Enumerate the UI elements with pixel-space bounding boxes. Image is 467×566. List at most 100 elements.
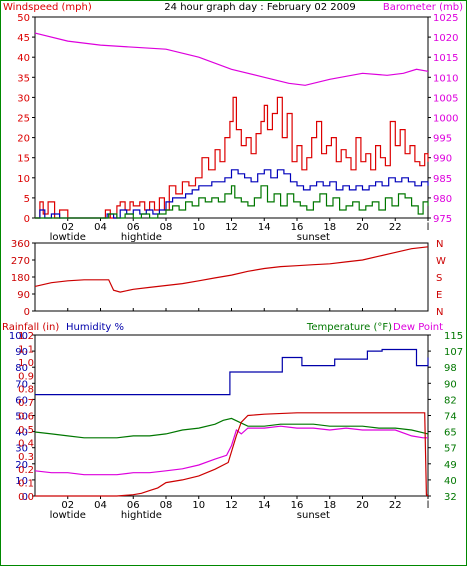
hour-tick-label: 22 (389, 222, 402, 233)
temperature-tick-label: 98 (444, 363, 457, 374)
hour-tick-label: 04 (94, 500, 107, 511)
temperature-axis-label: Temperature (°F) (306, 322, 392, 333)
rainfall-axis-label: Rainfall (in) (2, 322, 59, 333)
humidity-tick-label: 100 (9, 331, 28, 342)
rainfall-tick-label: 1.1 (18, 344, 34, 355)
direction-tick-label: 90 (17, 290, 30, 301)
hour-tick-label: 16 (291, 500, 304, 511)
compass-tick-label: N (436, 307, 443, 318)
hour-tick-label: 08 (160, 500, 173, 511)
panel1-title: 24 hour graph day : February 02 2009 (164, 2, 355, 13)
humidity-tick-label: 60 (15, 395, 28, 406)
rainfall-tick-label: 1.0 (18, 358, 34, 369)
barometer-tick-label: 985 (433, 174, 452, 185)
dew-point-line (34, 425, 428, 476)
compass-tick-label: W (436, 256, 446, 267)
rainfall-tick-label: 1.2 (18, 331, 34, 342)
tide-sun-annotation: sunset (297, 510, 330, 521)
humidity-line (35, 348, 429, 396)
humidity-tick-label: 10 (15, 476, 28, 487)
direction-tick-label: 0 (24, 307, 30, 318)
temperature-ticks: 32 40 49 57 65 74 82 90 98 107 115 (428, 331, 463, 503)
humidity-tick-label: 80 (15, 363, 28, 374)
compass-tick-label: S (436, 273, 442, 284)
hour-tick-label: 06 (127, 500, 140, 511)
panel3-series (34, 348, 429, 497)
rainfall-tick-label: 0.2 (18, 465, 34, 476)
humidity-tick-label: 90 (15, 347, 28, 358)
hour-tick-label: 12 (225, 222, 238, 233)
humidity-tick-label: 30 (15, 444, 28, 455)
barometer-tick-label: 1005 (433, 93, 458, 104)
humidity-ticks: 0 10 20 30 40 50 60 70 80 90 100 (9, 331, 35, 503)
dewpoint-axis-label: Dew Point (393, 322, 443, 333)
rainfall-tick-label: 0.1 (18, 479, 34, 490)
humidity-tick-label: 50 (15, 412, 28, 423)
tide-sun-annotation: hightide (121, 510, 162, 521)
rainfall-tick-label: 0.9 (18, 371, 34, 382)
windspeed-tick-label: 45 (17, 33, 30, 44)
hour-tick-label: 12 (225, 500, 238, 511)
tide-sun-annotation: sunset (297, 232, 330, 243)
rainfall-tick-label: 0.8 (18, 385, 34, 396)
panel2-grid (67, 308, 396, 311)
panel1-series (34, 32, 429, 219)
rainfall-line (35, 412, 429, 497)
rainfall-tick-label: 0.3 (18, 452, 34, 463)
windspeed-tick-label: 20 (17, 134, 30, 145)
hour-tick-label: 04 (94, 222, 107, 233)
barometer-tick-label: 1015 (433, 53, 458, 64)
hour-tick-label: 06 (127, 222, 140, 233)
barometer-axis-label: Barometer (mb) (383, 2, 463, 13)
hour-tick-label: l (427, 222, 430, 233)
wind-minimum-line (35, 185, 429, 219)
hour-tick-label: l (427, 500, 430, 511)
temperature-tick-label: 40 (444, 476, 457, 487)
tide-sun-annotation: lowtide (50, 232, 86, 243)
direction-ticks: 0 90 180 270 360 (11, 239, 35, 318)
panel3-xticks: 02 04 06 08 10 12 14 16 18 20 22 l lowtide hightide su… (50, 496, 430, 521)
windspeed-tick-label: 30 (17, 93, 30, 104)
rainfall-tick-label: 0.6 (18, 412, 34, 423)
barometer-tick-label: 980 (433, 194, 452, 205)
windspeed-tick-label: 35 (17, 73, 30, 84)
hour-tick-label: 22 (389, 500, 402, 511)
temperature-tick-label: 82 (444, 395, 457, 406)
tide-sun-annotation: hightide (121, 232, 162, 243)
rainfall-tick-label: 0.0 (18, 492, 34, 503)
temperature-tick-label: 115 (444, 331, 463, 342)
humidity-tick-label: 70 (15, 379, 28, 390)
barometer-ticks: 975 980 985 990 995 1000 1005 1010 1015 1020 1025 (428, 13, 458, 225)
humidity-tick-label: 40 (15, 428, 28, 439)
hour-tick-label: 10 (192, 222, 205, 233)
rainfall-tick-label: 0.4 (18, 438, 34, 449)
temperature-tick-label: 74 (444, 412, 457, 423)
rainfall-ticks: 0.0 0.1 0.2 0.3 0.4 0.5 0.6 0.7 0.8 0.9 1.0 1.1 1.2 (18, 331, 34, 503)
rainfall-tick-label: 0.5 (18, 425, 34, 436)
windspeed-ticks: 0 5 10 15 20 25 30 35 40 45 50 (17, 13, 35, 225)
barometer-line (34, 32, 429, 86)
hour-tick-label: 14 (258, 500, 271, 511)
compass-tick-label: N (436, 239, 443, 250)
barometer-tick-label: 1000 (433, 114, 458, 125)
windspeed-tick-label: 25 (17, 114, 30, 125)
barometer-tick-label: 995 (433, 134, 452, 145)
direction-tick-label: 360 (11, 239, 30, 250)
hour-tick-label: 14 (258, 222, 271, 233)
humidity-tick-label: 0 (22, 492, 28, 503)
windspeed-tick-label: 10 (17, 174, 30, 185)
direction-tick-label: 270 (11, 256, 30, 267)
hour-tick-label: 18 (323, 500, 336, 511)
temperature-line (34, 417, 429, 439)
tide-sun-annotation: lowtide (50, 510, 86, 521)
barometer-tick-label: 975 (433, 214, 452, 225)
hour-tick-label: 08 (160, 222, 173, 233)
hour-tick-label: 02 (61, 222, 74, 233)
temperature-tick-label: 107 (444, 347, 463, 358)
wind-direction-line (34, 246, 429, 293)
compass-tick-label: E (436, 290, 442, 301)
rainfall-tick-label: 0.7 (18, 398, 34, 409)
